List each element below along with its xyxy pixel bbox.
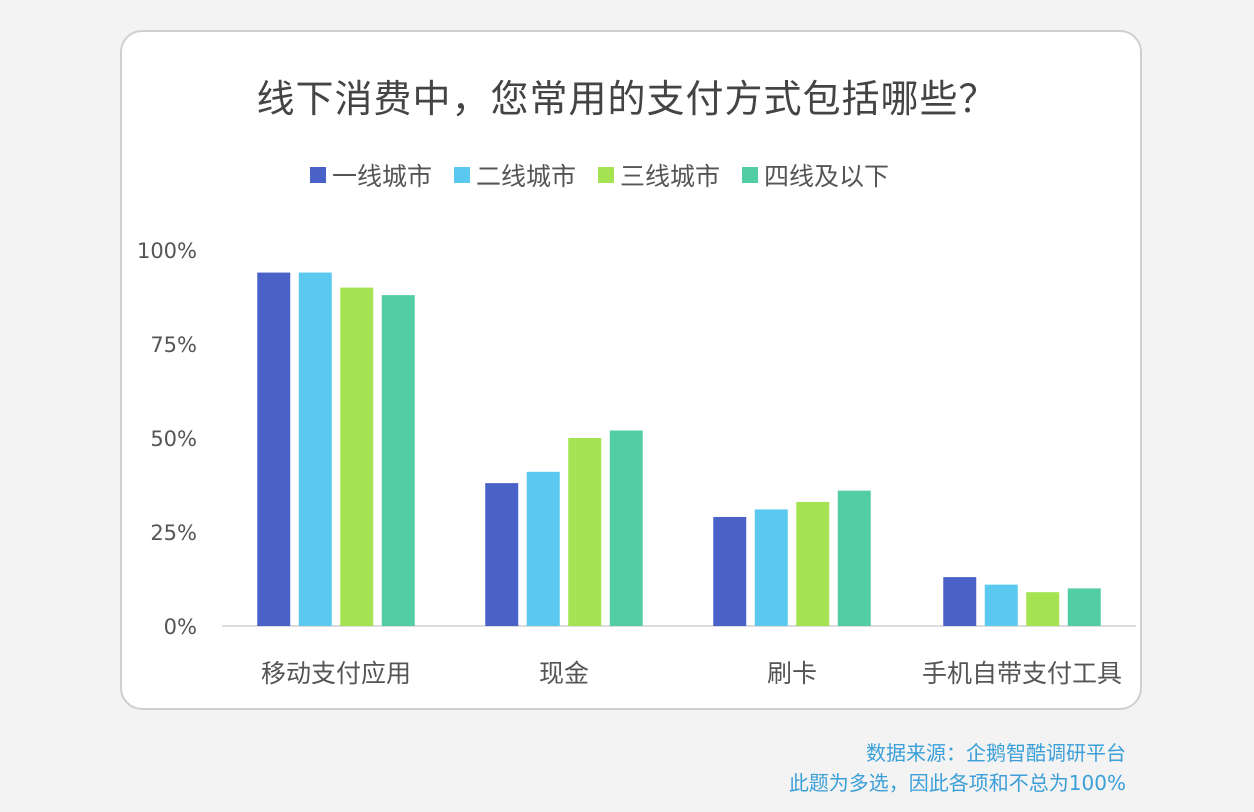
bar bbox=[984, 584, 1018, 626]
bar bbox=[257, 272, 291, 626]
bar bbox=[298, 272, 332, 626]
legend-label: 二线城市 bbox=[476, 162, 577, 191]
bar bbox=[1026, 592, 1060, 626]
chart-title: 线下消费中，您常用的支付方式包括哪些？ bbox=[256, 77, 998, 121]
bar bbox=[796, 501, 830, 626]
bar bbox=[713, 516, 747, 626]
x-category-label: 刷卡 bbox=[767, 659, 817, 688]
legend-item: 三线城市 bbox=[598, 157, 720, 193]
bar bbox=[837, 490, 871, 626]
legend-swatch bbox=[742, 167, 759, 183]
bar bbox=[340, 287, 374, 626]
x-category-label: 手机自带支付工具 bbox=[922, 659, 1122, 688]
bar bbox=[485, 483, 519, 626]
legend-label: 四线及以下 bbox=[764, 162, 890, 191]
bar bbox=[943, 577, 977, 626]
legend-swatch bbox=[310, 167, 326, 183]
multi-select-note: 此题为多选，因此各项和不总为100% bbox=[788, 771, 1126, 795]
bar bbox=[609, 430, 643, 626]
legend-label: 三线城市 bbox=[620, 162, 721, 191]
legend-label: 一线城市 bbox=[332, 162, 433, 191]
legend-item: 四线及以下 bbox=[742, 157, 889, 193]
legend-item: 二线城市 bbox=[454, 157, 576, 193]
bar bbox=[1067, 588, 1101, 626]
bar bbox=[381, 295, 415, 626]
y-tick-label: 50% bbox=[150, 427, 197, 451]
bar bbox=[754, 509, 788, 626]
y-tick-label: 100% bbox=[137, 239, 197, 263]
chart-legend: 一线城市 二线城市 三线城市 四线及以下 bbox=[310, 157, 911, 193]
y-tick-label: 0% bbox=[164, 615, 197, 639]
legend-swatch bbox=[598, 167, 615, 183]
legend-item: 一线城市 bbox=[310, 157, 432, 193]
source-text: 数据来源：企鹅智酷调研平台 bbox=[866, 741, 1126, 765]
legend-swatch bbox=[454, 167, 471, 183]
y-tick-label: 25% bbox=[150, 521, 197, 545]
y-tick-label: 75% bbox=[150, 333, 197, 357]
bar bbox=[568, 438, 602, 626]
x-category-label: 移动支付应用 bbox=[261, 659, 411, 688]
x-category-label: 现金 bbox=[539, 659, 589, 688]
source-note: 数据来源：企鹅智酷调研平台 此题为多选，因此各项和不总为100% bbox=[789, 738, 1126, 798]
bar bbox=[526, 471, 560, 626]
